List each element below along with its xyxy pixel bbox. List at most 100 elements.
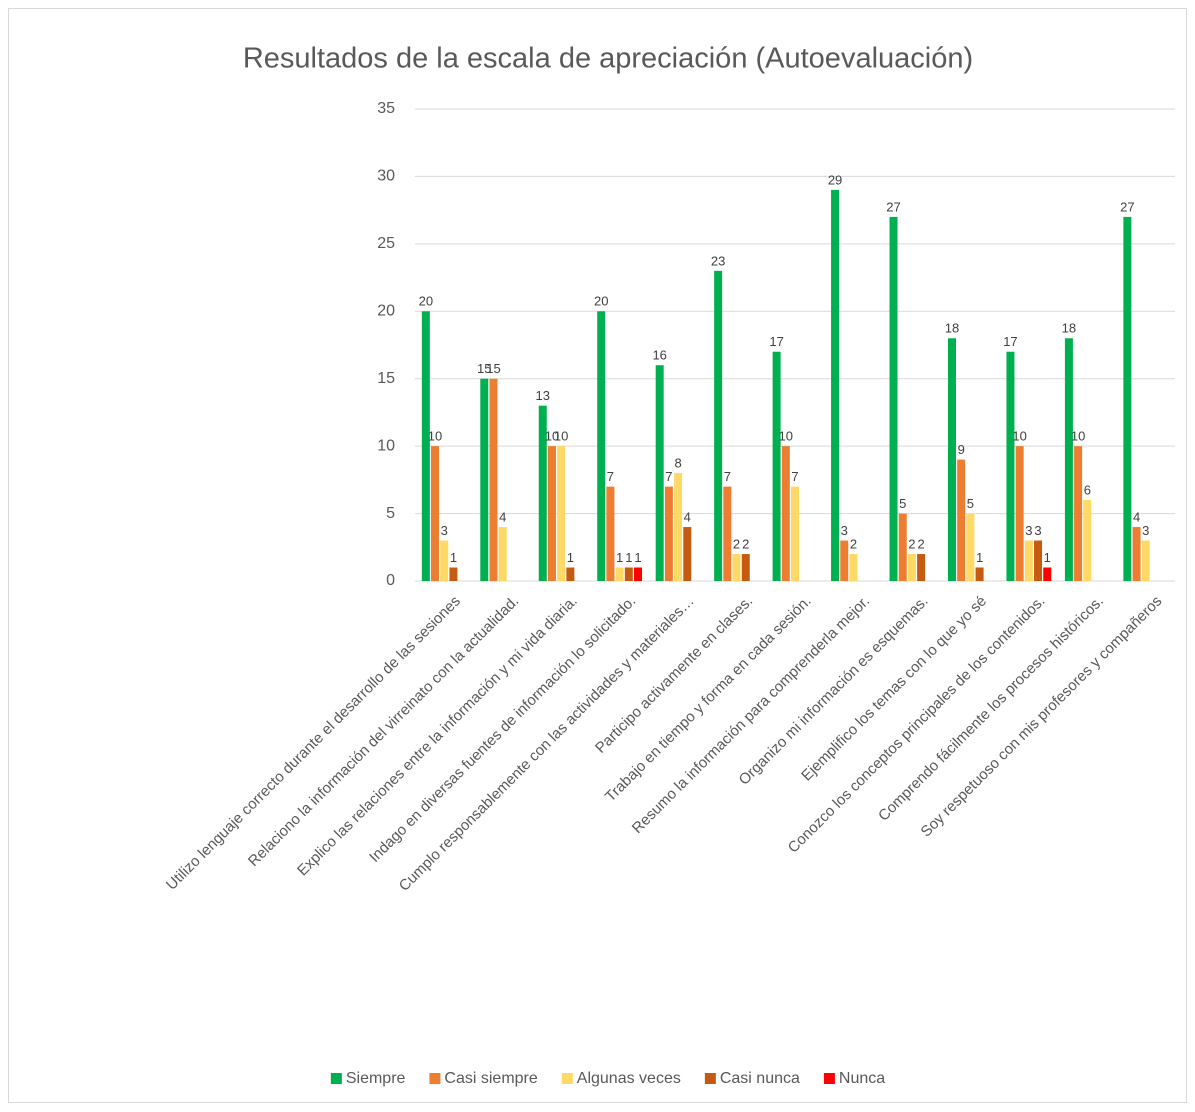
data-label: 15 — [486, 361, 500, 376]
y-tick-label: 30 — [377, 168, 395, 185]
bar — [421, 311, 430, 581]
legend-label: Casi siempre — [444, 1070, 537, 1087]
data-label: 1 — [976, 550, 983, 565]
data-label: 1 — [450, 550, 457, 565]
data-label: 3 — [1034, 523, 1041, 538]
bar — [1132, 527, 1141, 581]
bar — [966, 513, 975, 581]
data-label: 8 — [674, 456, 681, 471]
data-label: 1 — [634, 550, 641, 565]
legend-swatch — [823, 1073, 835, 1084]
bar — [566, 567, 575, 581]
legend-swatch — [561, 1073, 573, 1084]
legend-swatch — [330, 1073, 342, 1084]
bar — [849, 554, 858, 581]
legend-swatch — [429, 1073, 441, 1084]
bar — [917, 554, 926, 581]
legend-label: Siempre — [346, 1070, 406, 1087]
bar — [440, 540, 449, 581]
data-label: 6 — [1084, 483, 1091, 498]
bar — [723, 486, 732, 581]
y-tick-label: 0 — [386, 572, 395, 589]
bar — [624, 567, 633, 581]
bar — [606, 486, 615, 581]
y-tick-label: 20 — [377, 303, 395, 320]
data-label: 27 — [886, 199, 900, 214]
bar — [674, 473, 683, 581]
data-label: 3 — [841, 523, 848, 538]
data-label: 13 — [536, 388, 550, 403]
y-tick-label: 15 — [377, 370, 395, 387]
data-label: 10 — [1012, 429, 1026, 444]
bar — [597, 311, 606, 581]
data-label: 1 — [625, 550, 632, 565]
data-label: 3 — [1142, 523, 1149, 538]
data-label: 1 — [616, 550, 623, 565]
bar — [947, 338, 956, 581]
data-label: 4 — [1133, 509, 1140, 524]
data-label: 9 — [958, 442, 965, 457]
data-label: 20 — [419, 294, 433, 309]
data-label: 7 — [724, 469, 731, 484]
data-label: 10 — [554, 429, 568, 444]
data-label: 3 — [1025, 523, 1032, 538]
data-label: 29 — [828, 172, 842, 187]
data-label: 2 — [908, 536, 915, 551]
y-tick-label: 25 — [377, 235, 395, 252]
data-label: 5 — [899, 496, 906, 511]
bar — [1123, 216, 1132, 581]
bar — [741, 554, 750, 581]
bar — [1034, 540, 1043, 581]
data-label: 16 — [652, 348, 666, 363]
data-label: 20 — [594, 294, 608, 309]
data-label: 4 — [684, 509, 691, 524]
bar — [957, 459, 966, 581]
data-label: 1 — [567, 550, 574, 565]
data-label: 7 — [791, 469, 798, 484]
data-label: 17 — [769, 334, 783, 349]
y-tick-label: 10 — [377, 437, 395, 454]
legend-swatch — [704, 1073, 716, 1084]
data-label: 4 — [499, 509, 506, 524]
bar — [889, 216, 898, 581]
data-label: 10 — [1071, 429, 1085, 444]
legend-label: Casi nunca — [720, 1070, 800, 1087]
bar — [1083, 500, 1092, 581]
bar — [615, 567, 624, 581]
data-label: 18 — [1062, 321, 1076, 336]
bar — [772, 351, 781, 581]
y-tick-label: 35 — [377, 100, 395, 117]
bar — [898, 513, 907, 581]
legend-label: Algunas veces — [577, 1070, 681, 1087]
data-label: 5 — [967, 496, 974, 511]
data-label: 10 — [545, 429, 559, 444]
data-label: 7 — [607, 469, 614, 484]
bar — [449, 567, 458, 581]
bar — [831, 189, 840, 581]
bar — [547, 446, 556, 581]
data-label: 23 — [711, 253, 725, 268]
bar — [840, 540, 849, 581]
bar — [489, 378, 498, 581]
bar — [480, 378, 489, 581]
bar — [1006, 351, 1015, 581]
bar — [683, 527, 692, 581]
data-label: 7 — [665, 469, 672, 484]
bar — [655, 365, 664, 581]
data-label: 18 — [945, 321, 959, 336]
bar — [1064, 338, 1073, 581]
data-label: 2 — [850, 536, 857, 551]
legend-label: Nunca — [839, 1070, 885, 1087]
bar — [1074, 446, 1083, 581]
bar — [1043, 567, 1052, 581]
data-label: 27 — [1120, 199, 1134, 214]
chart-title: Resultados de la escala de apreciación (… — [243, 43, 973, 75]
data-label: 3 — [441, 523, 448, 538]
bar — [732, 554, 741, 581]
bar — [781, 446, 790, 581]
bar — [791, 486, 799, 581]
data-label: 2 — [742, 536, 749, 551]
bar — [975, 567, 984, 581]
data-label: 10 — [779, 429, 793, 444]
